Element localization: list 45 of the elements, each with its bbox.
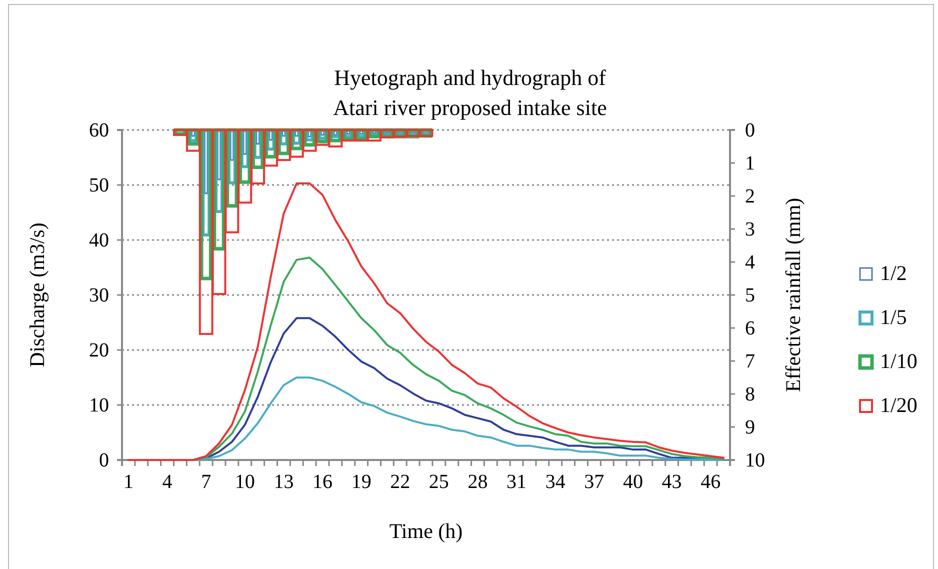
y2-tick-label: 3 [745, 218, 755, 240]
x-tick-label: 10 [234, 471, 255, 494]
y-tick-label: 30 [89, 284, 109, 306]
y-axis-title: Discharge (m3/s) [25, 222, 49, 368]
x-tick-label: 40 [622, 471, 643, 494]
line-series [192, 376, 725, 461]
x-axis-title: Time (h) [389, 519, 463, 543]
x-tick-label: 13 [274, 471, 294, 494]
y-tick-label: 20 [89, 339, 109, 362]
line-series [127, 182, 725, 461]
x-tick-label: 22 [390, 471, 410, 494]
y-tick-label: 10 [89, 394, 109, 416]
legend-label: 1/5 [880, 305, 907, 329]
y-tick-label: 0 [99, 449, 109, 472]
line-series [192, 256, 725, 461]
y2-axis-title: Effective rainfall (mm) [781, 198, 805, 392]
x-tick-label: 37 [584, 471, 604, 494]
y2-tick-label: 0 [745, 119, 755, 142]
y-tick-label: 40 [89, 229, 109, 252]
x-tick-label: 31 [506, 471, 527, 494]
y2-tick-label: 6 [745, 317, 755, 340]
x-tick-label: 4 [162, 471, 172, 494]
x-tick-label: 46 [700, 471, 721, 494]
x-tick-label: 43 [662, 471, 682, 494]
y-tick-label: 60 [89, 119, 109, 142]
y2-tick-label: 8 [745, 383, 755, 406]
legend-label: 1/2 [880, 261, 907, 285]
y2-tick-label: 10 [745, 449, 765, 472]
x-tick-label: 7 [201, 471, 212, 494]
chart-title: Hyetograph and hydrograph of Atari river proposed intake site [333, 65, 607, 120]
y2-tick-label: 2 [745, 185, 755, 208]
x-tick-label: 28 [468, 471, 488, 494]
y2-tick-label: 4 [745, 251, 755, 274]
x-tick-label: 1 [123, 471, 134, 494]
y2-tick-label: 5 [745, 284, 755, 306]
x-tick-label: 19 [351, 471, 372, 494]
y2-tick-label: 9 [745, 416, 755, 438]
legend-label: 1/10 [880, 349, 918, 373]
legend-label: 1/20 [880, 393, 918, 417]
x-tick-label: 25 [428, 471, 449, 494]
y2-tick-label: 7 [745, 350, 755, 372]
x-tick-label: 34 [545, 471, 566, 494]
y2-tick-label: 1 [745, 152, 755, 174]
y-tick-label: 50 [89, 174, 109, 196]
x-tick-label: 16 [312, 471, 333, 494]
